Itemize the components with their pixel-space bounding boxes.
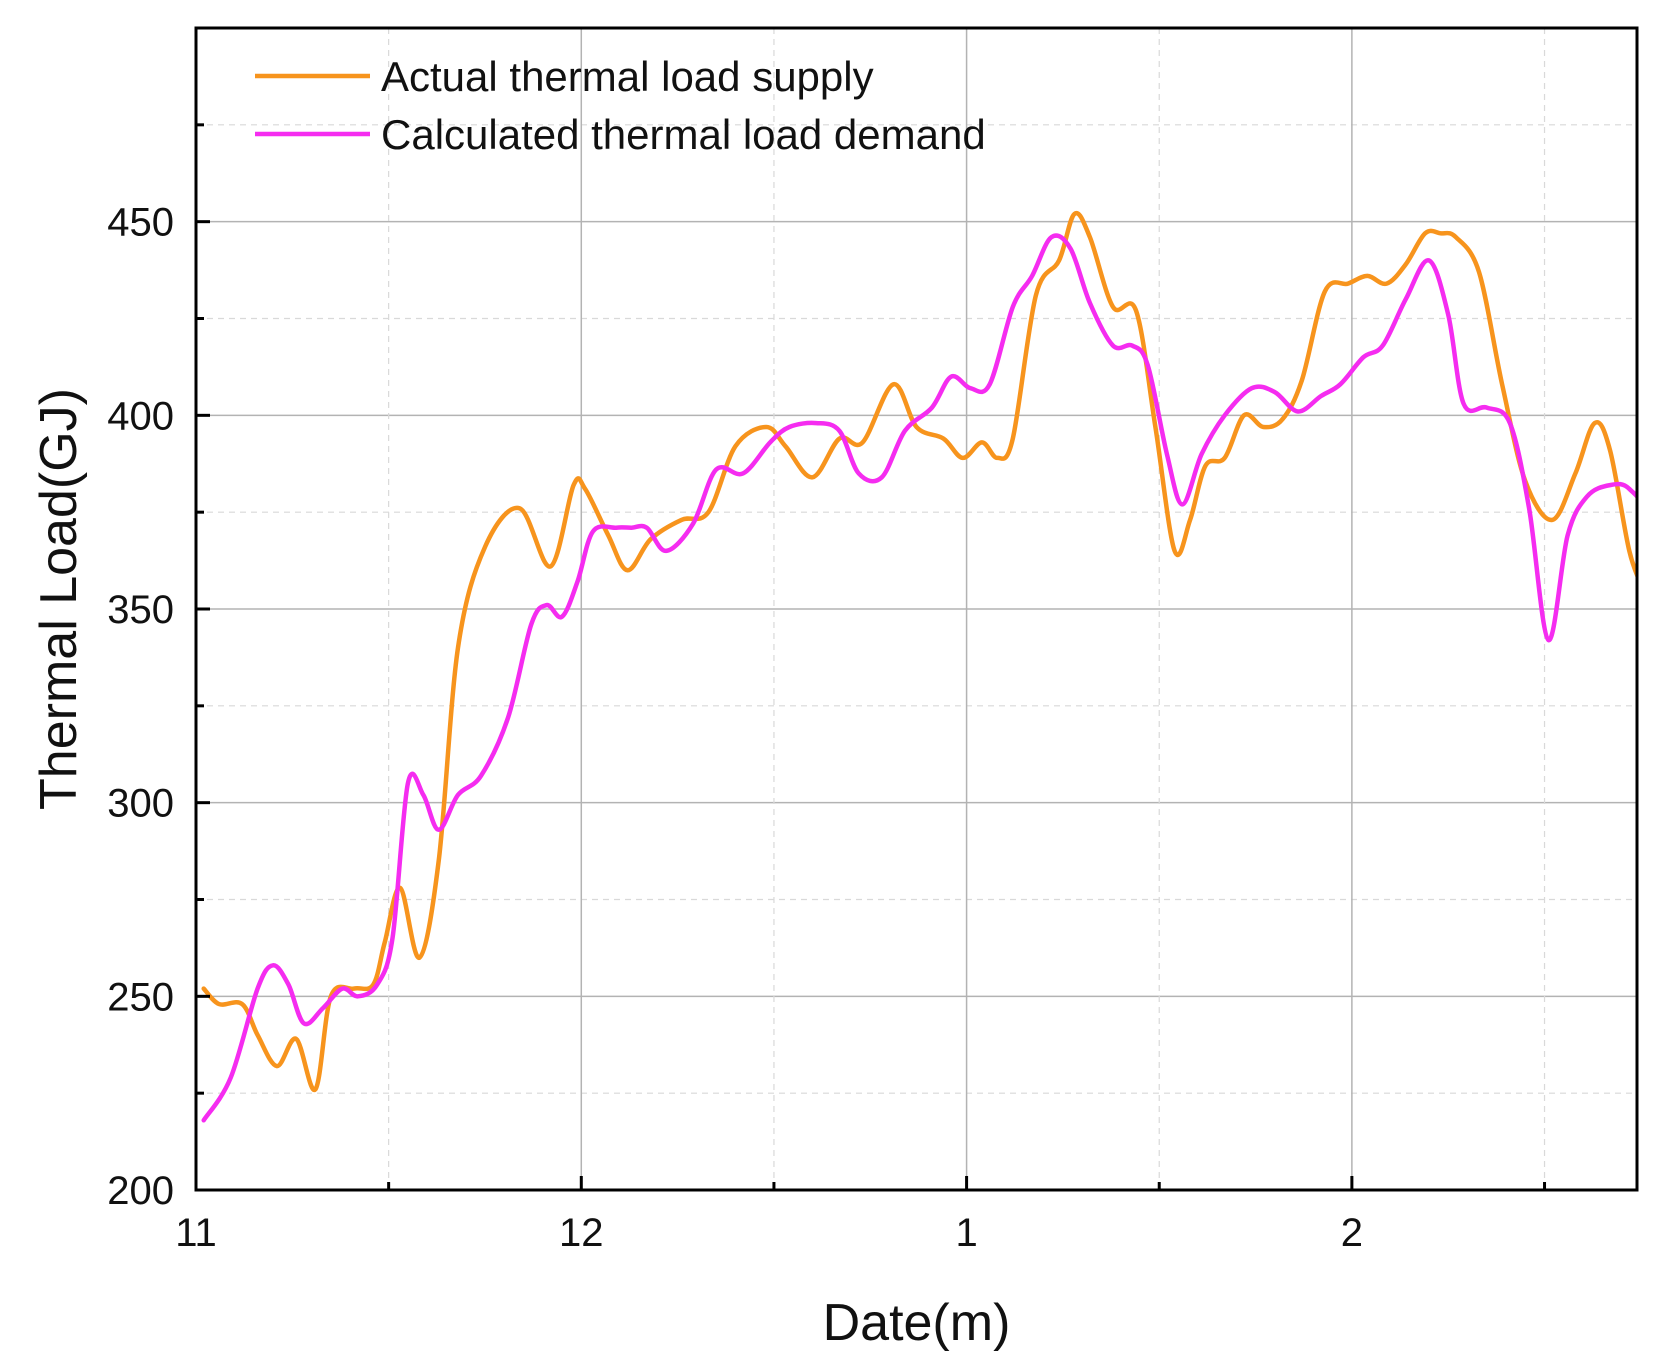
x-tick-label: 12 bbox=[559, 1211, 604, 1255]
y-tick-label: 450 bbox=[107, 201, 174, 245]
y-tick-label: 200 bbox=[107, 1169, 174, 1213]
legend-label: Actual thermal load supply bbox=[381, 53, 874, 100]
x-axis-title: Date(m) bbox=[823, 1294, 1011, 1352]
y-axis-title: Thermal Load(GJ) bbox=[30, 388, 88, 810]
y-tick-label: 400 bbox=[107, 394, 174, 438]
series-lines bbox=[201, 210, 1637, 1123]
grid bbox=[196, 27, 1637, 1190]
series-line-actual-supply bbox=[201, 210, 1637, 1092]
legend-label: Calculated thermal load demand bbox=[381, 111, 986, 158]
x-tick-label: 11 bbox=[175, 1211, 217, 1255]
legend: Actual thermal load supply Calculated the… bbox=[255, 53, 986, 158]
y-tick-label: 300 bbox=[107, 782, 174, 826]
y-tick-label: 350 bbox=[107, 588, 174, 632]
y-tick-label: 250 bbox=[107, 975, 174, 1019]
series-line-calculated-demand bbox=[201, 233, 1637, 1123]
x-tick-label: 2 bbox=[1341, 1211, 1363, 1255]
x-tick-label: 1 bbox=[955, 1211, 977, 1255]
